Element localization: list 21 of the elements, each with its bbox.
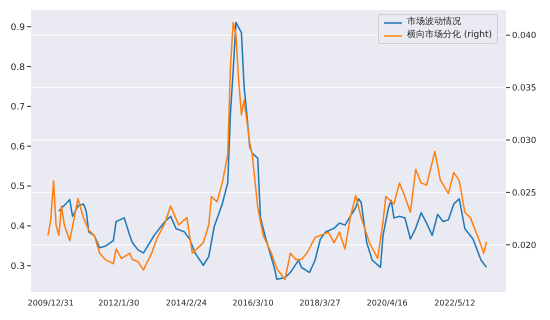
x-tick-label: 2016/3/10	[232, 298, 274, 308]
y-tick-label: 0.3	[10, 262, 25, 272]
x-tick-label: 2014/2/24	[166, 298, 207, 308]
x-tick-label: 2012/1/30	[98, 298, 140, 308]
y2-tick-label: 0.030	[512, 136, 536, 146]
x-tick-label: 2018/3/27	[299, 298, 340, 308]
y2-tick-label: 0.025	[512, 188, 536, 198]
x-tick-label: 2020/4/16	[366, 298, 408, 308]
y-tick-label: 0.8	[10, 62, 26, 73]
legend-label: 市场波动情况	[406, 16, 461, 29]
legend-label: 横向市场分化 (right)	[406, 29, 492, 42]
y-tick-label: 0.4	[10, 222, 26, 232]
y-tick-label: 0.6	[10, 142, 26, 152]
y2-tick-label: 0.035	[512, 84, 536, 94]
y2-tick-label: 0.040	[512, 31, 536, 42]
y-tick-label: 0.5	[10, 182, 25, 192]
y-tick-label: 0.9	[10, 22, 26, 33]
y2-tick-label: 0.020	[512, 240, 536, 251]
y-tick-label: 0.7	[10, 102, 25, 113]
x-tick-label: 2009/12/31	[28, 298, 74, 308]
x-tick-label: 2022/5/12	[434, 298, 476, 308]
